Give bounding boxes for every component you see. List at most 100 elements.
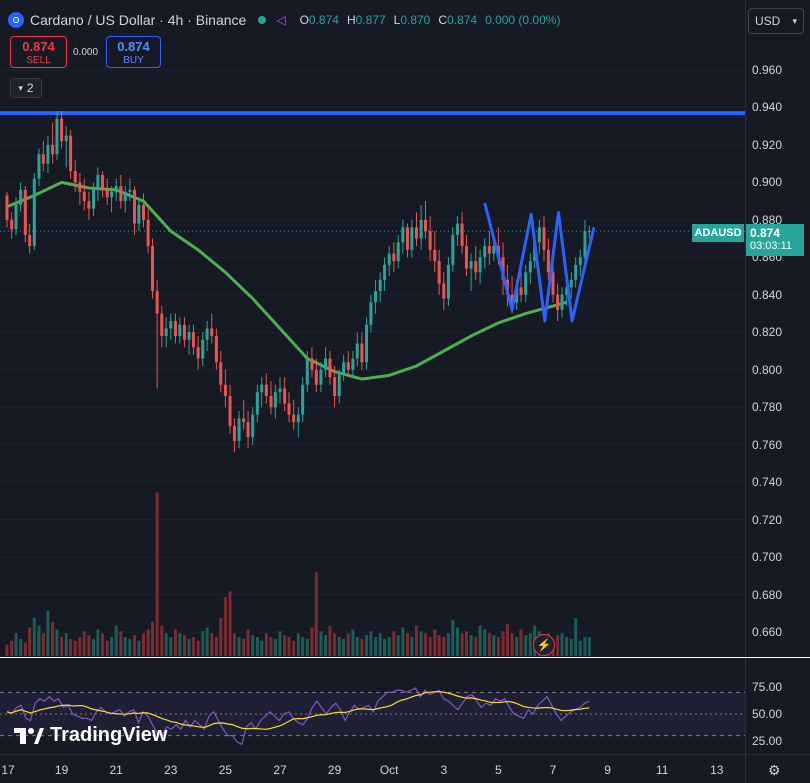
candle-body [455, 223, 459, 235]
candle-body [41, 154, 45, 164]
time-tick-label: 3 [440, 763, 448, 777]
tradingview-logo[interactable]: TradingView [14, 724, 167, 747]
volume-bar [55, 629, 59, 656]
candle-body [14, 204, 18, 230]
currency-select[interactable]: USD ▾ [748, 8, 804, 34]
candle-body [242, 418, 246, 423]
sell-button[interactable]: 0.874 SELL [10, 36, 67, 68]
bar-countdown: 03:03:11 [750, 240, 793, 252]
volume-bar [483, 629, 487, 656]
indicators-toggle[interactable]: ▾ 2 [10, 78, 42, 98]
volume-bar [64, 633, 68, 656]
symbol-title[interactable]: Cardano / US Dollar · 4h · Binance [30, 12, 247, 28]
volume-bar [360, 638, 364, 656]
volume-bar [510, 633, 514, 656]
candle-body [305, 358, 309, 385]
volume-bar [496, 637, 500, 656]
candle-body [105, 189, 109, 198]
price-tick-label: 0.820 [752, 325, 783, 340]
candle-body [214, 336, 218, 363]
volume-bar [587, 637, 591, 656]
volume-bar [96, 629, 100, 656]
volume-bar [46, 610, 50, 656]
volume-bar [528, 633, 532, 656]
volume-bar [60, 637, 64, 656]
change-value: 0.000 (0.00%) [485, 13, 561, 27]
volume-bar [269, 637, 273, 656]
candle-body [219, 362, 223, 385]
candle-body [510, 294, 514, 303]
rsi-tick-label: 50.00 [752, 707, 783, 721]
candle-body [419, 219, 423, 239]
volume-bar [396, 635, 400, 656]
volume-bar [101, 633, 105, 656]
volume-bar [505, 623, 509, 656]
time-tick-label: 29 [327, 763, 342, 777]
volume-bar [346, 633, 350, 656]
volume-bar [5, 644, 9, 656]
candle-body [355, 343, 359, 359]
candle-body [155, 291, 159, 314]
volume-bar [151, 621, 155, 656]
w-pattern-drawing[interactable] [483, 202, 596, 323]
volume-bar [232, 633, 236, 656]
volume-bar [428, 637, 432, 656]
candle-body [587, 231, 591, 233]
volume-bar [41, 633, 45, 656]
time-tick-label: 25 [218, 763, 233, 777]
price-tick-label: 0.740 [752, 475, 783, 490]
alert-icon[interactable]: ⚡ [533, 634, 555, 656]
volume-bar [264, 633, 268, 656]
settings-icon[interactable]: ⚙ [768, 762, 781, 778]
chevron-down-icon: ▾ [792, 15, 797, 26]
candle-body [524, 272, 528, 295]
volume-bar [187, 638, 191, 656]
market-status-icon[interactable] [258, 16, 267, 24]
share-icon[interactable]: ◁ [276, 13, 286, 27]
candle-body [574, 264, 578, 280]
candle-body [237, 418, 241, 441]
candle-body [196, 347, 200, 359]
candle-body [328, 358, 332, 378]
candle-body [5, 195, 9, 220]
volume-bar [392, 631, 396, 656]
rsi-ma-line [6, 691, 590, 730]
volume-bar [419, 631, 423, 656]
volume-bar [455, 627, 459, 656]
volume-bar [160, 625, 164, 656]
price-tick-label: 0.760 [752, 437, 783, 452]
candle-body [82, 191, 86, 202]
volume-bar [583, 637, 587, 656]
rsi-line [6, 687, 590, 746]
candle-body [128, 189, 132, 192]
candle-body [296, 414, 300, 423]
volume-bar [196, 640, 200, 656]
volume-bar [374, 637, 378, 656]
candle-body [287, 403, 291, 415]
candle-body [478, 257, 482, 273]
volume-bar [82, 631, 86, 656]
sell-price: 0.874 [22, 39, 55, 54]
candle-body [132, 189, 136, 224]
volume-bar [519, 629, 523, 656]
volume-bar [37, 625, 41, 656]
volume-bar [319, 631, 323, 656]
volume-bar [451, 619, 455, 656]
volume-bar [51, 621, 55, 656]
buy-button[interactable]: 0.874 BUY [106, 36, 161, 68]
volume-bar [173, 629, 177, 656]
volume-bar [251, 635, 255, 656]
volume-bar [410, 637, 414, 656]
candle-body [73, 171, 77, 183]
time-tick-label: 11 [655, 763, 669, 777]
moving-average-line [6, 180, 568, 381]
pane-divider[interactable] [0, 657, 810, 658]
price-tick-label: 0.800 [752, 362, 783, 377]
volume-bar [355, 637, 359, 656]
volume-bar [287, 637, 291, 656]
currency-value: USD [755, 14, 781, 28]
candle-body [37, 154, 41, 179]
volume-bar [328, 625, 332, 656]
volume-bar [556, 635, 560, 656]
